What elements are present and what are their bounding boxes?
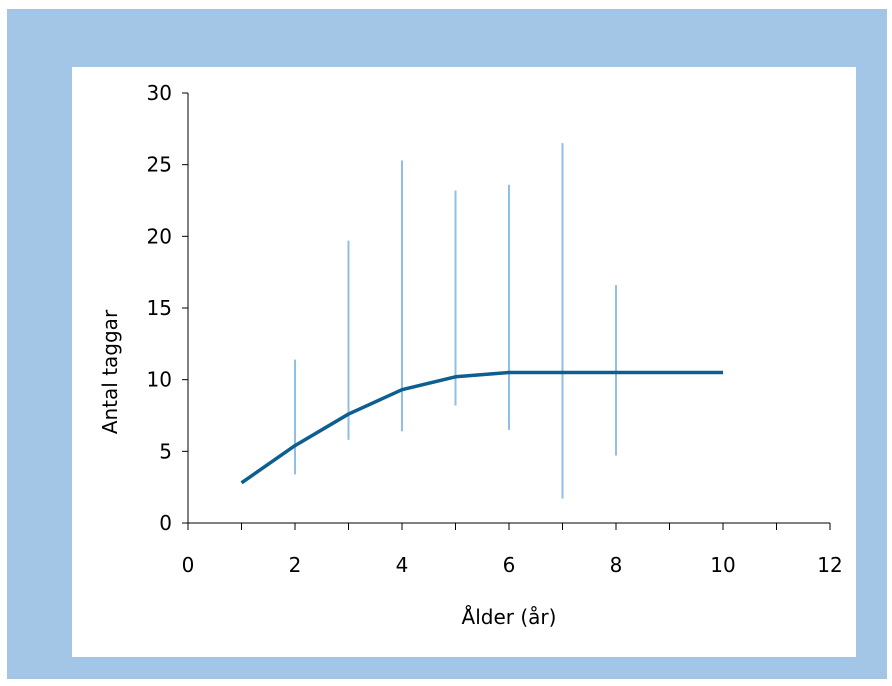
x-tick-label: 0	[182, 553, 195, 577]
y-tick-label: 10	[147, 368, 172, 392]
x-tick-label: 2	[289, 553, 302, 577]
series-lines	[240, 370, 723, 485]
series-line	[240, 370, 723, 485]
x-axis-label: Ålder (år)	[462, 605, 557, 629]
y-tick-label: 5	[159, 439, 172, 463]
chart-frame: 0 5 10 15 20 25 30 0 2 4 6 8 10 12 Ålder (år) Antal t…	[7, 9, 887, 679]
x-tick-label: 12	[817, 553, 842, 577]
line-chart: 0 5 10 15 20 25 30 0 2 4 6 8 10 12 Ålder (år) Antal t…	[98, 81, 843, 629]
error-bars	[294, 143, 617, 499]
x-tick-label: 4	[396, 553, 409, 577]
y-tick-label: 25	[147, 153, 172, 177]
chart-panel: 0 5 10 15 20 25 30 0 2 4 6 8 10 12 Ålder (år) Antal t…	[72, 67, 856, 657]
y-tick-label: 15	[147, 296, 172, 320]
y-tick-label: 30	[147, 81, 172, 105]
x-tick-label: 6	[503, 553, 516, 577]
y-tick-label: 0	[159, 511, 172, 535]
y-tick-label: 20	[147, 224, 172, 248]
axes	[182, 92, 831, 530]
y-axis-label: Antal taggar	[98, 309, 122, 434]
x-tick-label: 8	[610, 553, 623, 577]
x-tick-label: 10	[710, 553, 735, 577]
tick-labels: 0 5 10 15 20 25 30 0 2 4 6 8 10 12	[147, 81, 843, 577]
